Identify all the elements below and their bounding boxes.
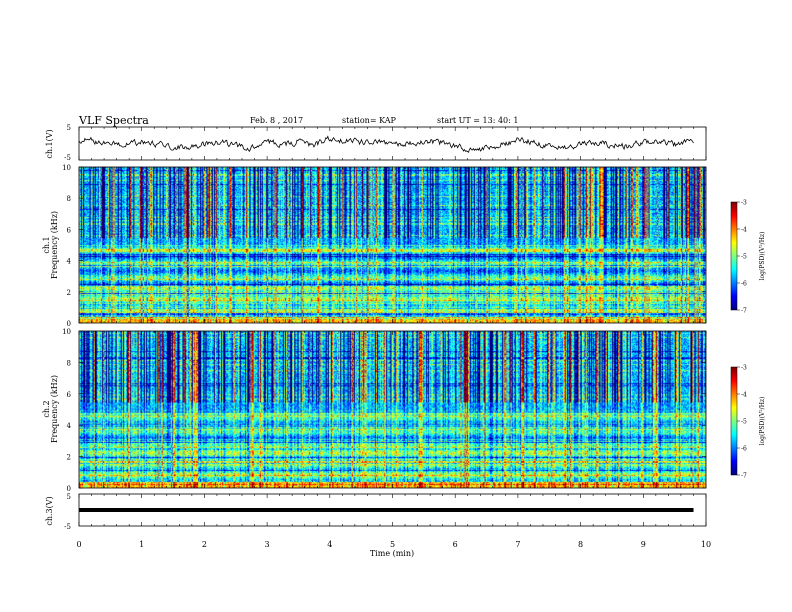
station-label: station= KAP — [342, 116, 397, 125]
ch1-frequency-tick-label: 6 — [67, 226, 72, 234]
time-tick-label: 8 — [578, 540, 583, 549]
ch1-colorbar-label: log(PSD)(V²/Hz) — [759, 232, 766, 281]
time-tick-label: 0 — [76, 540, 81, 549]
ch1-channel-label: ch.1 — [42, 236, 51, 253]
time-axis-label: Time (min) — [370, 549, 414, 558]
start-time-label: start UT = 13: 40: 1 — [437, 116, 518, 125]
ch1-colorbar-ticks: -3 -4 -5 -6 -7 — [737, 200, 747, 315]
time-tick-label: 10 — [701, 540, 711, 549]
ch3-ytick-bottom: -5 — [64, 523, 71, 531]
ch1-colorbar: -3 -4 -5 -6 -7 log(PSD)(V²/Hz) — [730, 200, 766, 315]
ch2-frequency-ticklabels: 0 2 4 6 8 10 — [62, 328, 706, 493]
ch2-colorbar-label: log(PSD)(V²/Hz) — [759, 397, 766, 446]
ch3-waveform-ticks — [78, 494, 707, 526]
ch3-ytick-top: 5 — [67, 493, 71, 501]
ch1-frequency-tick-label: 4 — [67, 258, 72, 266]
time-tick-label: 9 — [641, 540, 646, 549]
ch1-colorbar-tick-label: -6 — [741, 281, 747, 288]
ch2-frequency-tick-label: 0 — [67, 485, 71, 493]
time-tick-label: 6 — [453, 540, 458, 549]
ch1-spectrogram-ticks — [78, 167, 707, 323]
ch1-ytick-top: 5 — [67, 124, 71, 132]
ch3-waveform-panel: 5 -5 ch.3(V) — [45, 493, 707, 531]
ch2-frequency-tick-label: 2 — [67, 454, 71, 462]
ch2-colorbar-tick-label: -3 — [741, 365, 747, 372]
ch2-spectrogram-image — [79, 331, 706, 488]
ch1-frequency-tick-label: 2 — [67, 289, 71, 297]
ch1-waveform-ylabel: ch.1(V) — [45, 129, 54, 158]
ch1-waveform-line — [78, 135, 694, 153]
ch2-spectrogram-ticks — [78, 331, 707, 488]
ch1-ytick-bottom: -5 — [64, 154, 71, 162]
ch2-colorbar-tick-label: -4 — [741, 392, 747, 399]
time-axis-ticklabels: 0 1 2 3 4 5 6 7 8 9 10 — [76, 540, 711, 549]
ch1-frequency-tick-label: 0 — [67, 320, 71, 328]
ch2-frequency-tick-label: 10 — [62, 328, 71, 336]
ch2-channel-label: ch.2 — [42, 400, 51, 417]
time-tick-label: 4 — [327, 540, 332, 549]
ch2-frequency-axis-label: Frequency (kHz) — [50, 375, 59, 443]
time-tick-label: 7 — [515, 540, 520, 549]
ch1-waveform-trace — [78, 135, 694, 153]
ch1-colorbar-tick-label: -4 — [741, 227, 747, 234]
time-tick-label: 2 — [202, 540, 207, 549]
ch3-waveform-ylabel: ch.3(V) — [45, 496, 54, 525]
ch1-spectrogram-panel: 0 2 4 6 8 10 ch.1 Frequency (kHz) — [42, 164, 707, 328]
ch2-frequency-tick-label: 4 — [67, 422, 72, 430]
time-tick-label: 5 — [390, 540, 395, 549]
ch2-frequency-tick-label: 6 — [67, 391, 72, 399]
ch1-colorbar-tick-label: -3 — [741, 200, 747, 207]
figure-title: VLF Spectra — [78, 114, 149, 127]
ch2-colorbar-tick-label: -6 — [741, 446, 747, 453]
ch1-frequency-tick-label: 8 — [67, 195, 71, 203]
ch1-colorbar-tick-label: -7 — [741, 308, 747, 315]
ch1-colorbar-tick-label: -5 — [741, 254, 747, 261]
ch2-colorbar-tick-label: -7 — [741, 473, 747, 480]
ch1-frequency-tick-label: 10 — [62, 164, 71, 172]
date-label: Feb. 8 , 2017 — [250, 116, 303, 125]
ch1-frequency-ticklabels: 0 2 4 6 8 10 — [62, 164, 706, 328]
ch2-colorbar-ticks: -3 -4 -5 -6 -7 — [737, 365, 747, 480]
ch1-colorbar-image — [731, 202, 737, 310]
ch1-spectrogram-image — [79, 167, 706, 323]
ch2-frequency-tick-label: 8 — [67, 359, 71, 367]
ch1-waveform-panel: 5 -5 ch.1(V) — [45, 124, 707, 162]
ch1-waveform-ticks — [78, 127, 707, 160]
ch1-frequency-axis-label: Frequency (kHz) — [50, 211, 59, 279]
time-tick-label: 1 — [139, 540, 144, 549]
ch2-colorbar-image — [731, 367, 737, 475]
ch2-colorbar-tick-label: -5 — [741, 419, 747, 426]
time-tick-label: 3 — [265, 540, 270, 549]
ch2-spectrogram-panel: 0 2 4 6 8 10 ch.2 Frequency (kHz) — [42, 328, 707, 493]
ch2-colorbar: -3 -4 -5 -6 -7 log(PSD)(V²/Hz) — [730, 365, 766, 480]
